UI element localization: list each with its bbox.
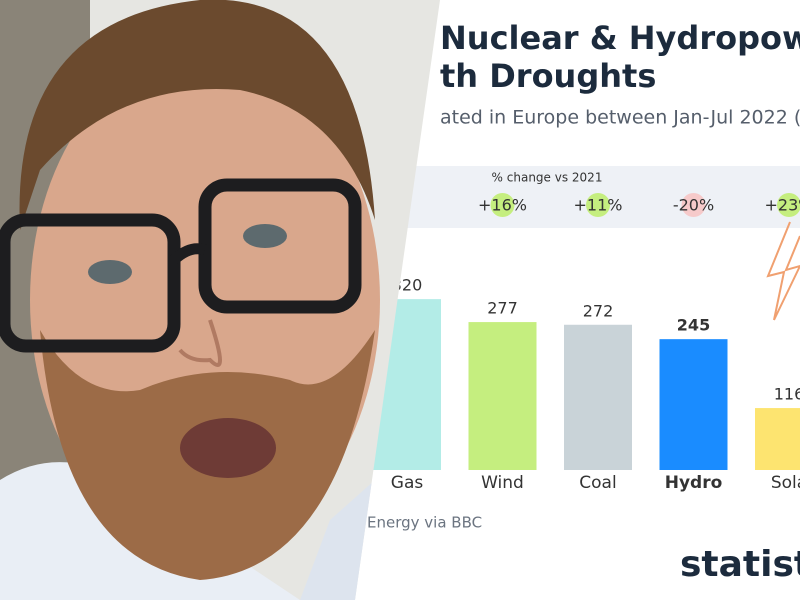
hair bbox=[19, 0, 375, 230]
change-header: % change vs 2021 bbox=[492, 171, 603, 185]
source: Energy via BBC bbox=[367, 514, 482, 532]
chart-title: th Droughts bbox=[440, 57, 656, 95]
change-badge bbox=[586, 193, 610, 217]
x-tick-label: Wind bbox=[481, 473, 524, 493]
change-label: +23% bbox=[765, 196, 800, 215]
change-badge bbox=[490, 193, 515, 217]
bar bbox=[468, 322, 537, 470]
change-badge bbox=[681, 193, 706, 217]
x-tick-label: Hydro bbox=[665, 473, 723, 493]
change-band bbox=[360, 166, 800, 228]
change-label: +11% bbox=[574, 196, 623, 215]
change-label: +16% bbox=[478, 196, 527, 215]
bar bbox=[564, 324, 632, 470]
change-badge bbox=[777, 193, 800, 217]
x-tick-label: Coal bbox=[579, 473, 616, 493]
nose bbox=[178, 319, 222, 367]
change-label: -20% bbox=[673, 196, 714, 215]
glasses-bridge bbox=[170, 243, 207, 265]
chart: Nuclear & Hydropow th Droughts ated in E… bbox=[360, 19, 800, 585]
eye bbox=[243, 224, 287, 248]
x-tick-label: Sola bbox=[771, 473, 800, 493]
bar bbox=[755, 408, 800, 470]
value-label: 277 bbox=[487, 299, 518, 318]
brand-logo: statista bbox=[680, 544, 800, 585]
chart-subtitle: ated in Europe between Jan-Jul 2022 (in … bbox=[440, 107, 800, 129]
bar bbox=[659, 339, 728, 470]
eye bbox=[88, 260, 132, 284]
x-tick-label: Gas bbox=[391, 473, 424, 493]
mouth bbox=[180, 418, 276, 478]
lightning-icon bbox=[766, 221, 800, 321]
value-label: 272 bbox=[583, 301, 614, 320]
value-label: 245 bbox=[677, 316, 710, 335]
glasses-lens bbox=[0, 213, 181, 353]
value-label: 116 bbox=[774, 385, 800, 404]
chart-title: Nuclear & Hydropow bbox=[440, 19, 800, 57]
